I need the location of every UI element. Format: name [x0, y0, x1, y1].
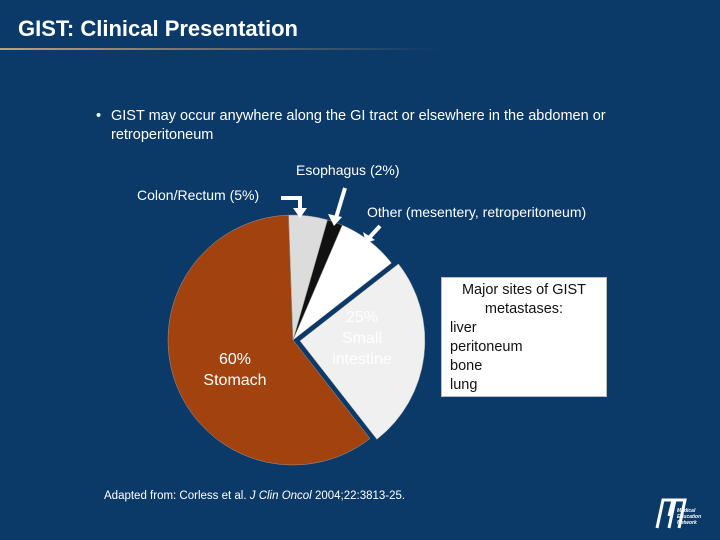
category-label: Small intestine	[332, 330, 392, 368]
source-text: Adapted from: Corless et al.	[104, 490, 247, 502]
journal: J Clin Oncol	[249, 490, 312, 502]
list-item: peritoneum	[450, 339, 523, 355]
value-label: 60%	[218, 351, 252, 368]
slide-title: GIST: Clinical Presentation	[18, 16, 298, 41]
category-label: Stomach	[203, 372, 267, 389]
metastases-box: Major sites of GIST metastases: liver pe…	[441, 277, 607, 397]
arrows	[281, 187, 382, 243]
slice-label: Other (mesentery, retroperitoneum)	[367, 204, 587, 220]
slice-label: 25% Small intestine	[322, 307, 402, 370]
logo-text: Network	[677, 520, 697, 526]
slice-label: Esophagus (2%)	[296, 162, 400, 178]
arrow	[367, 224, 382, 240]
list-item: liver	[450, 320, 477, 336]
logo-text: Medical	[677, 508, 696, 514]
bullet-text: GIST may occur anywhere along the GI tra…	[96, 107, 671, 145]
source-text: 2004;22:3813-25.	[314, 490, 406, 502]
logo-shape	[655, 498, 687, 529]
arrow	[281, 196, 302, 210]
slice-label: Colon/Rectum (5%)	[137, 187, 260, 203]
logo-text: Education	[677, 514, 702, 520]
list-item: bone	[450, 358, 483, 374]
pie-slice	[167, 214, 371, 466]
pie-slice	[299, 263, 426, 440]
arrow	[334, 187, 347, 219]
source: Adapted from: Corless et al. J Clin Onco…	[104, 490, 405, 502]
title-rule	[0, 48, 440, 50]
pie-slice	[288, 214, 328, 341]
list-item: lung	[450, 377, 478, 393]
slice-label: 60% Stomach	[190, 349, 280, 391]
arrow-head	[328, 214, 342, 226]
box-title: Major sites of GIST metastases:	[461, 282, 587, 317]
arrow-head	[363, 232, 375, 243]
value-label: 25%	[345, 309, 379, 326]
arrow-head	[293, 208, 307, 218]
logo-mark	[655, 498, 687, 529]
